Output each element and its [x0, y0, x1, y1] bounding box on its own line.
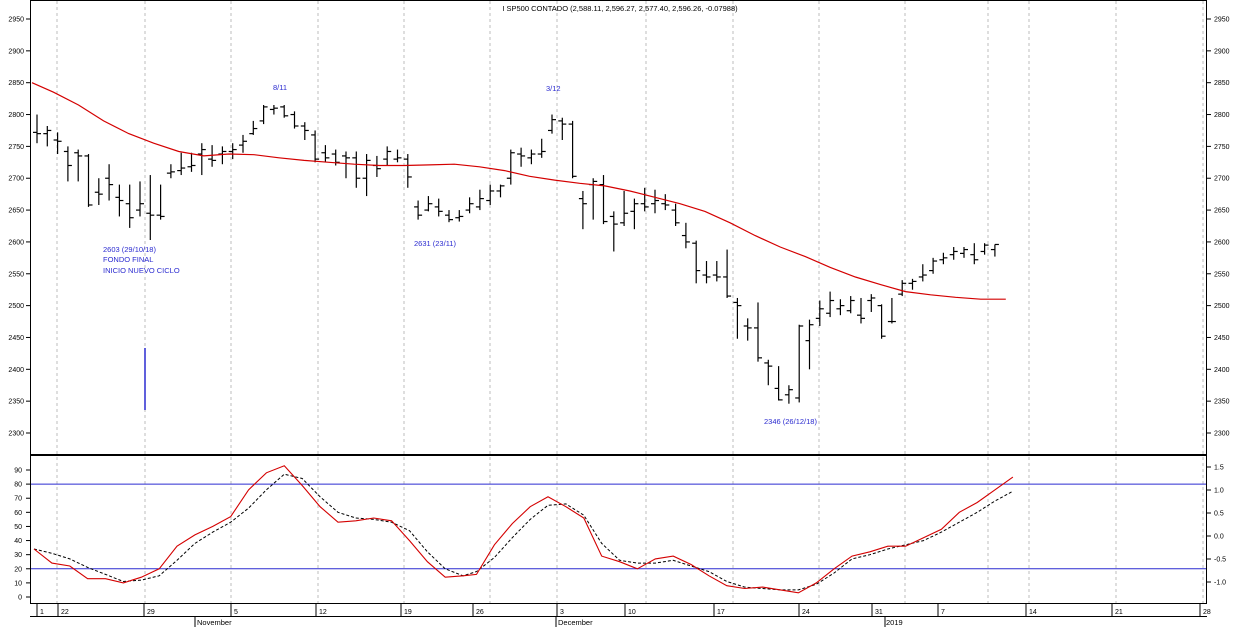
- ohlc-bars: [33, 104, 999, 404]
- annotation-low-2631: 2631 (23/11): [414, 239, 456, 248]
- osc-tick-label-left-2: 70: [14, 496, 22, 503]
- price-tick-label-left-12: 2350: [8, 399, 24, 406]
- annotation-low-2603: 2603 (29/10/18): [103, 245, 156, 254]
- price-tick-label-right-0: 2950: [1214, 17, 1230, 24]
- osc-tick-label-left-3: 60: [14, 510, 22, 517]
- date-tick-label-15: 28: [1203, 609, 1211, 616]
- price-tick-label-left-2: 2850: [8, 80, 24, 87]
- annotation-high-8-11: 8/11: [273, 83, 287, 92]
- osc-tick-label-left-4: 50: [14, 524, 22, 531]
- date-tick-label-0: 1: [40, 609, 44, 616]
- price-tick-label-left-8: 2550: [8, 271, 24, 278]
- price-tick-label-left-0: 2950: [8, 17, 24, 24]
- price-tick-label-left-11: 2400: [8, 367, 24, 374]
- oscillator-axis-left: 90 80 70 60 50 40 30 20 10 0: [14, 468, 30, 602]
- osc-tick-label-left-7: 20: [14, 566, 22, 573]
- date-tick-label-8: 10: [628, 609, 636, 616]
- osc-tick-label-left-6: 30: [14, 552, 22, 559]
- price-tick-label-right-3: 2800: [1214, 112, 1230, 119]
- price-tick-label-right-6: 2650: [1214, 208, 1230, 215]
- price-panel-frame: [30, 0, 1207, 455]
- price-axis-right: 2950 2900 2850 2800 2750 2700 2650 2600 2550 2500…: [1207, 17, 1230, 438]
- price-tick-label-right-12: 2350: [1214, 399, 1230, 406]
- price-tick-label-left-7: 2600: [8, 239, 24, 246]
- price-tick-label-left-5: 2700: [8, 176, 24, 183]
- osc-tick-label-right-1: 1.0: [1214, 488, 1224, 495]
- osc-tick-label-right-0: 1.5: [1214, 465, 1224, 472]
- price-tick-label-right-2: 2850: [1214, 80, 1230, 87]
- date-tick-label-3: 5: [234, 609, 238, 616]
- date-tick-label-7: 3: [560, 609, 564, 616]
- osc-tick-label-left-8: 10: [14, 580, 22, 587]
- price-tick-label-left-3: 2800: [8, 112, 24, 119]
- chart-title: I SP500 CONTADO (2,588.11, 2,596.27, 2,5…: [502, 4, 738, 13]
- osc-tick-label-left-9: 0: [18, 595, 22, 602]
- moving-average-line: [31, 82, 1006, 300]
- date-tick-label-2: 29: [147, 609, 155, 616]
- price-tick-label-left-6: 2650: [8, 208, 24, 215]
- date-tick-label-13: 14: [1029, 609, 1037, 616]
- date-tick-label-5: 19: [404, 609, 412, 616]
- price-tick-label-right-13: 2300: [1214, 431, 1230, 438]
- osc-tick-label-right-2: 0.5: [1214, 511, 1224, 518]
- price-tick-label-right-7: 2600: [1214, 239, 1230, 246]
- osc-tick-label-left-0: 90: [14, 468, 22, 475]
- annotation-low-2346: 2346 (26/12/18): [764, 417, 817, 426]
- date-tick-label-11: 31: [875, 609, 883, 616]
- month-label-2019: 2019: [886, 618, 903, 627]
- price-tick-label-right-10: 2450: [1214, 335, 1230, 342]
- month-label-december: December: [558, 618, 593, 627]
- osc-tick-label-left-1: 80: [14, 482, 22, 489]
- annotation-inicio-ciclo: INICIO NUEVO CICLO: [103, 266, 180, 275]
- price-tick-label-left-9: 2500: [8, 303, 24, 310]
- price-tick-label-left-10: 2450: [8, 335, 24, 342]
- date-tick-label-4: 12: [319, 609, 327, 616]
- price-tick-label-right-1: 2900: [1214, 48, 1230, 55]
- oscillator-main-line: [33, 465, 1014, 594]
- annotation-fondo-final: FONDO FINAL: [103, 255, 153, 264]
- vertical-grid-lines: [56, 1, 1204, 603]
- date-axis: 1 22 29 5 12 19 26 3 10 17 24 31 7 14 21 28: [30, 604, 1211, 627]
- date-tick-label-6: 26: [476, 609, 484, 616]
- price-tick-label-right-8: 2550: [1214, 271, 1230, 278]
- date-tick-label-12: 7: [941, 609, 945, 616]
- price-tick-label-right-11: 2400: [1214, 367, 1230, 374]
- price-axis-left: 2950 2900 2850 2800 2750 2700 2650 2600 2550 2500…: [8, 17, 30, 438]
- oscillator-axis-right: 1.5 1.0 0.5 0.0 -0.5 -1.0: [1207, 465, 1226, 587]
- price-tick-label-left-4: 2750: [8, 144, 24, 151]
- price-tick-label-left-1: 2900: [8, 48, 24, 55]
- price-tick-label-right-4: 2750: [1214, 144, 1230, 151]
- date-tick-label-9: 17: [717, 609, 725, 616]
- osc-tick-label-left-5: 40: [14, 538, 22, 545]
- price-tick-label-right-5: 2700: [1214, 176, 1230, 183]
- price-tick-label-left-13: 2300: [8, 431, 24, 438]
- oscillator-reference-lines: [31, 483, 1206, 570]
- osc-tick-label-right-4: -0.5: [1214, 557, 1226, 564]
- price-tick-label-right-9: 2500: [1214, 303, 1230, 310]
- osc-tick-label-right-5: -1.0: [1214, 580, 1226, 587]
- osc-tick-label-right-3: 0.0: [1214, 534, 1224, 541]
- annotation-high-3-12: 3/12: [546, 84, 561, 93]
- date-tick-label-1: 22: [61, 609, 69, 616]
- oscillator-panel-frame: [30, 455, 1207, 604]
- month-label-november: November: [197, 618, 232, 627]
- date-tick-label-14: 21: [1115, 609, 1123, 616]
- date-tick-label-10: 24: [802, 609, 810, 616]
